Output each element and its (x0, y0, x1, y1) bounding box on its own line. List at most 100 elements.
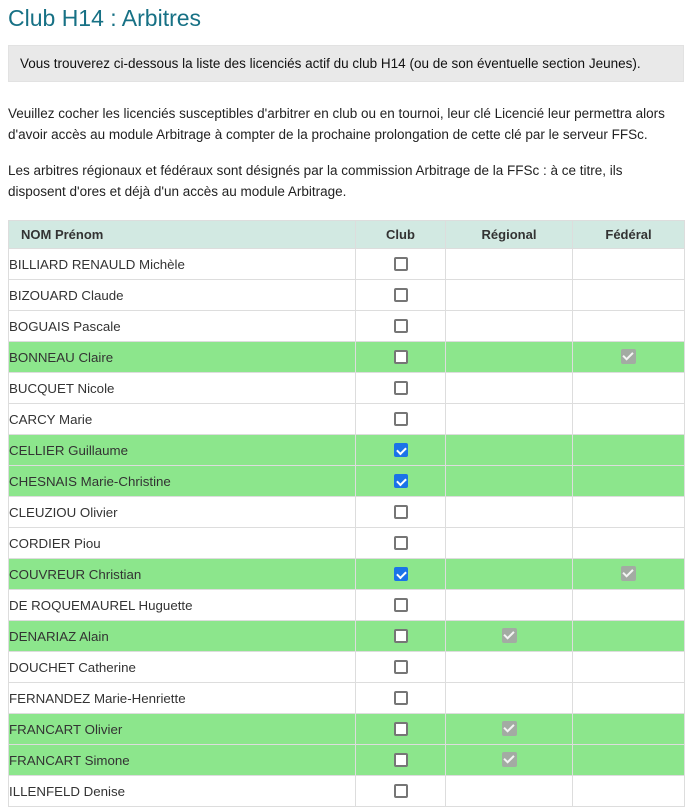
federal-cell (572, 558, 685, 590)
regional-cell (445, 558, 573, 590)
regional-cell (445, 341, 573, 373)
member-name: BIZOUARD Claude (8, 279, 356, 311)
federal-cell (572, 496, 685, 528)
regional-cell (445, 403, 573, 435)
club-cell (355, 682, 446, 714)
regional-cell (445, 713, 573, 745)
arbitres-info-paragraph: Les arbitres régionaux et fédéraux sont … (8, 163, 623, 199)
regional-cell (445, 310, 573, 342)
federal-checked-icon (621, 349, 636, 365)
column-header-federal: Fédéral (572, 220, 685, 249)
regional-cell (445, 434, 573, 466)
club-cell (355, 558, 446, 590)
club-checkbox[interactable] (393, 256, 408, 271)
table-row: CELLIER Guillaume (8, 434, 685, 466)
regional-cell (445, 248, 573, 280)
club-checkbox[interactable] (393, 349, 408, 364)
club-cell (355, 310, 446, 342)
table-row: DOUCHET Catherine (8, 651, 685, 683)
member-name: DE ROQUEMAUREL Huguette (8, 589, 356, 621)
club-cell (355, 434, 446, 466)
club-cell (355, 620, 446, 652)
table-row: BOGUAIS Pascale (8, 310, 685, 342)
member-name: BILLIARD RENAULD Michèle (8, 248, 356, 280)
table-row: COUVREUR Christian (8, 558, 685, 590)
club-cell (355, 713, 446, 745)
member-name: FRANCART Olivier (8, 713, 356, 745)
table-row: BONNEAU Claire (8, 341, 685, 373)
club-checkbox[interactable] (393, 690, 408, 705)
table-row: FRANCART Simone (8, 744, 685, 776)
table-row: BILLIARD RENAULD Michèle (8, 248, 685, 280)
club-checkbox[interactable] (393, 504, 408, 519)
page-title: Club H14 : Arbitres (8, 5, 202, 31)
club-checkbox[interactable] (393, 442, 408, 457)
club-cell (355, 775, 446, 807)
member-name: CORDIER Piou (8, 527, 356, 559)
club-checkbox[interactable] (393, 473, 408, 488)
federal-cell (572, 341, 685, 373)
regional-checked-icon (501, 752, 517, 768)
federal-cell (572, 248, 685, 280)
club-cell (355, 496, 446, 528)
club-checkbox[interactable] (393, 535, 408, 550)
club-cell (355, 248, 446, 280)
club-checkbox[interactable] (393, 783, 408, 798)
regional-checked-icon (501, 628, 517, 644)
club-checkbox[interactable] (393, 752, 408, 767)
table-body: BILLIARD RENAULD Michèle BIZOUARD Claude… (8, 248, 685, 807)
federal-cell (572, 310, 685, 342)
table-row: ILLENFELD Denise (8, 775, 685, 807)
club-checkbox[interactable] (393, 380, 408, 395)
member-name: BOGUAIS Pascale (8, 310, 356, 342)
member-name: DENARIAZ Alain (8, 620, 356, 652)
club-cell (355, 744, 446, 776)
member-name: BONNEAU Claire (8, 341, 356, 373)
regional-cell (445, 775, 573, 807)
member-name: FERNANDEZ Marie-Henriette (8, 682, 356, 714)
column-header-club: Club (355, 220, 446, 249)
table-row: BIZOUARD Claude (8, 279, 685, 311)
regional-cell (445, 744, 573, 776)
federal-cell (572, 372, 685, 404)
federal-cell (572, 527, 685, 559)
federal-cell (572, 744, 685, 776)
table-row: DENARIAZ Alain (8, 620, 685, 652)
member-name: FRANCART Simone (8, 744, 356, 776)
club-checkbox[interactable] (393, 318, 408, 333)
federal-cell (572, 403, 685, 435)
member-name: COUVREUR Christian (8, 558, 356, 590)
column-header-regional: Régional (445, 220, 573, 249)
table-row: FERNANDEZ Marie-Henriette (8, 682, 685, 714)
club-checkbox[interactable] (393, 411, 408, 426)
club-cell (355, 651, 446, 683)
federal-cell (572, 713, 685, 745)
club-checkbox[interactable] (393, 287, 408, 302)
club-cell (355, 465, 446, 497)
table-row: CORDIER Piou (8, 527, 685, 559)
regional-cell (445, 496, 573, 528)
club-checkbox[interactable] (393, 628, 408, 643)
regional-cell (445, 620, 573, 652)
table-row: FRANCART Olivier (8, 713, 685, 745)
regional-cell (445, 465, 573, 497)
regional-cell (445, 589, 573, 621)
club-cell (355, 589, 446, 621)
member-name: DOUCHET Catherine (8, 651, 356, 683)
regional-cell (445, 372, 573, 404)
club-checkbox[interactable] (393, 659, 408, 674)
regional-checked-icon (501, 721, 517, 737)
federal-checked-icon (621, 566, 636, 582)
club-checkbox[interactable] (393, 566, 408, 581)
member-name: CLEUZIOU Olivier (8, 496, 356, 528)
club-cell (355, 403, 446, 435)
club-checkbox[interactable] (393, 721, 408, 736)
regional-cell (445, 527, 573, 559)
table-row: CLEUZIOU Olivier (8, 496, 685, 528)
member-name: CARCY Marie (8, 403, 356, 435)
federal-cell (572, 589, 685, 621)
club-checkbox[interactable] (393, 597, 408, 612)
member-name: BUCQUET Nicole (8, 372, 356, 404)
table-row: DE ROQUEMAUREL Huguette (8, 589, 685, 621)
